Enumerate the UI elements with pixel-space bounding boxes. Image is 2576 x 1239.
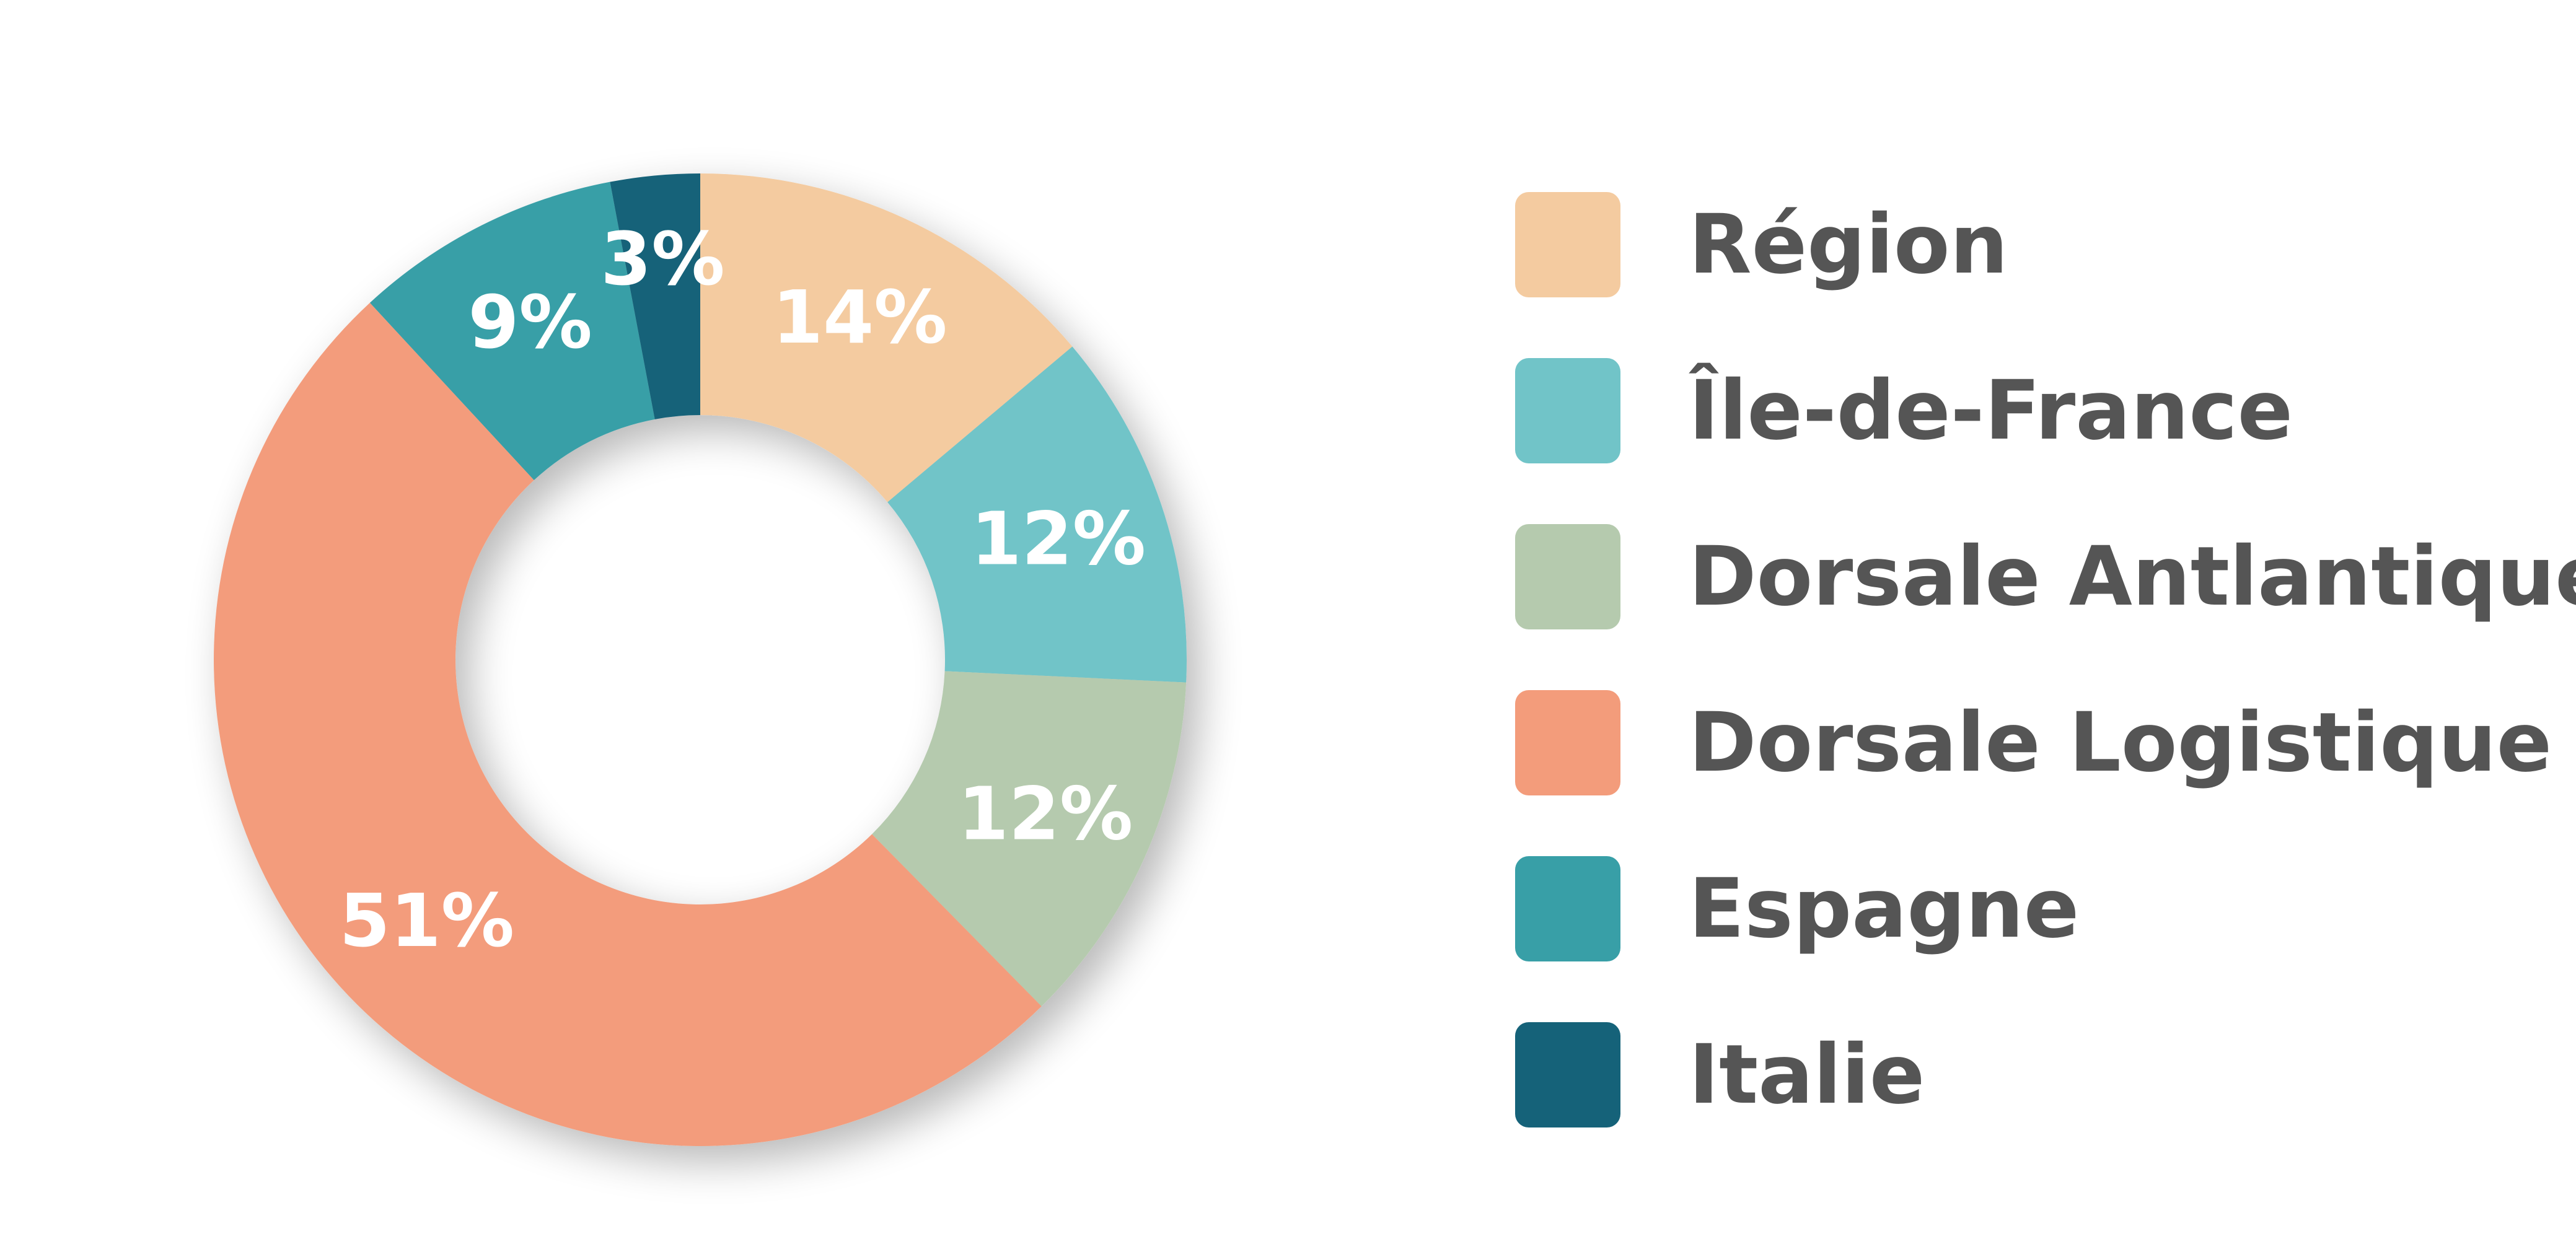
donut-slices: [213, 173, 1187, 1147]
donut-slice-0: [700, 173, 1073, 502]
donut-slice-1: [887, 346, 1187, 683]
slice-value-label-0: 14%: [772, 274, 947, 360]
legend-swatch-1: [1515, 358, 1620, 463]
slice-value-label-4: 9%: [468, 279, 592, 365]
slice-value-label-2: 12%: [958, 771, 1133, 857]
legend-label-1: Île-de-France: [1689, 362, 2293, 458]
legend-label-5: Italie: [1689, 1027, 1925, 1123]
legend-label-3: Dorsale Logistique: [1689, 695, 2552, 790]
legend: Région Île-de-France Dorsale Antlantique Do…: [1515, 192, 2576, 1127]
legend-swatch-5: [1515, 1022, 1620, 1127]
slice-value-label-5: 3%: [600, 216, 724, 302]
legend-label-0: Région: [1689, 197, 2008, 292]
donut-slice-3: [213, 302, 1042, 1147]
slice-value-label-3: 51%: [339, 878, 514, 963]
legend-swatch-0: [1515, 192, 1620, 297]
legend-label-2: Dorsale Antlantique: [1689, 529, 2576, 624]
donut-slice-4: [369, 182, 655, 481]
donut-slice-5: [610, 173, 700, 419]
legend-swatch-2: [1515, 524, 1620, 629]
slice-labels: 14% 12% 12% 51% 9%3%: [339, 216, 1145, 963]
legend-label-4: Espagne: [1689, 861, 2079, 957]
donut-slice-2: [872, 671, 1187, 1007]
slice-value-label-1: 12%: [971, 496, 1146, 581]
legend-swatch-3: [1515, 690, 1620, 795]
legend-swatch-4: [1515, 856, 1620, 961]
